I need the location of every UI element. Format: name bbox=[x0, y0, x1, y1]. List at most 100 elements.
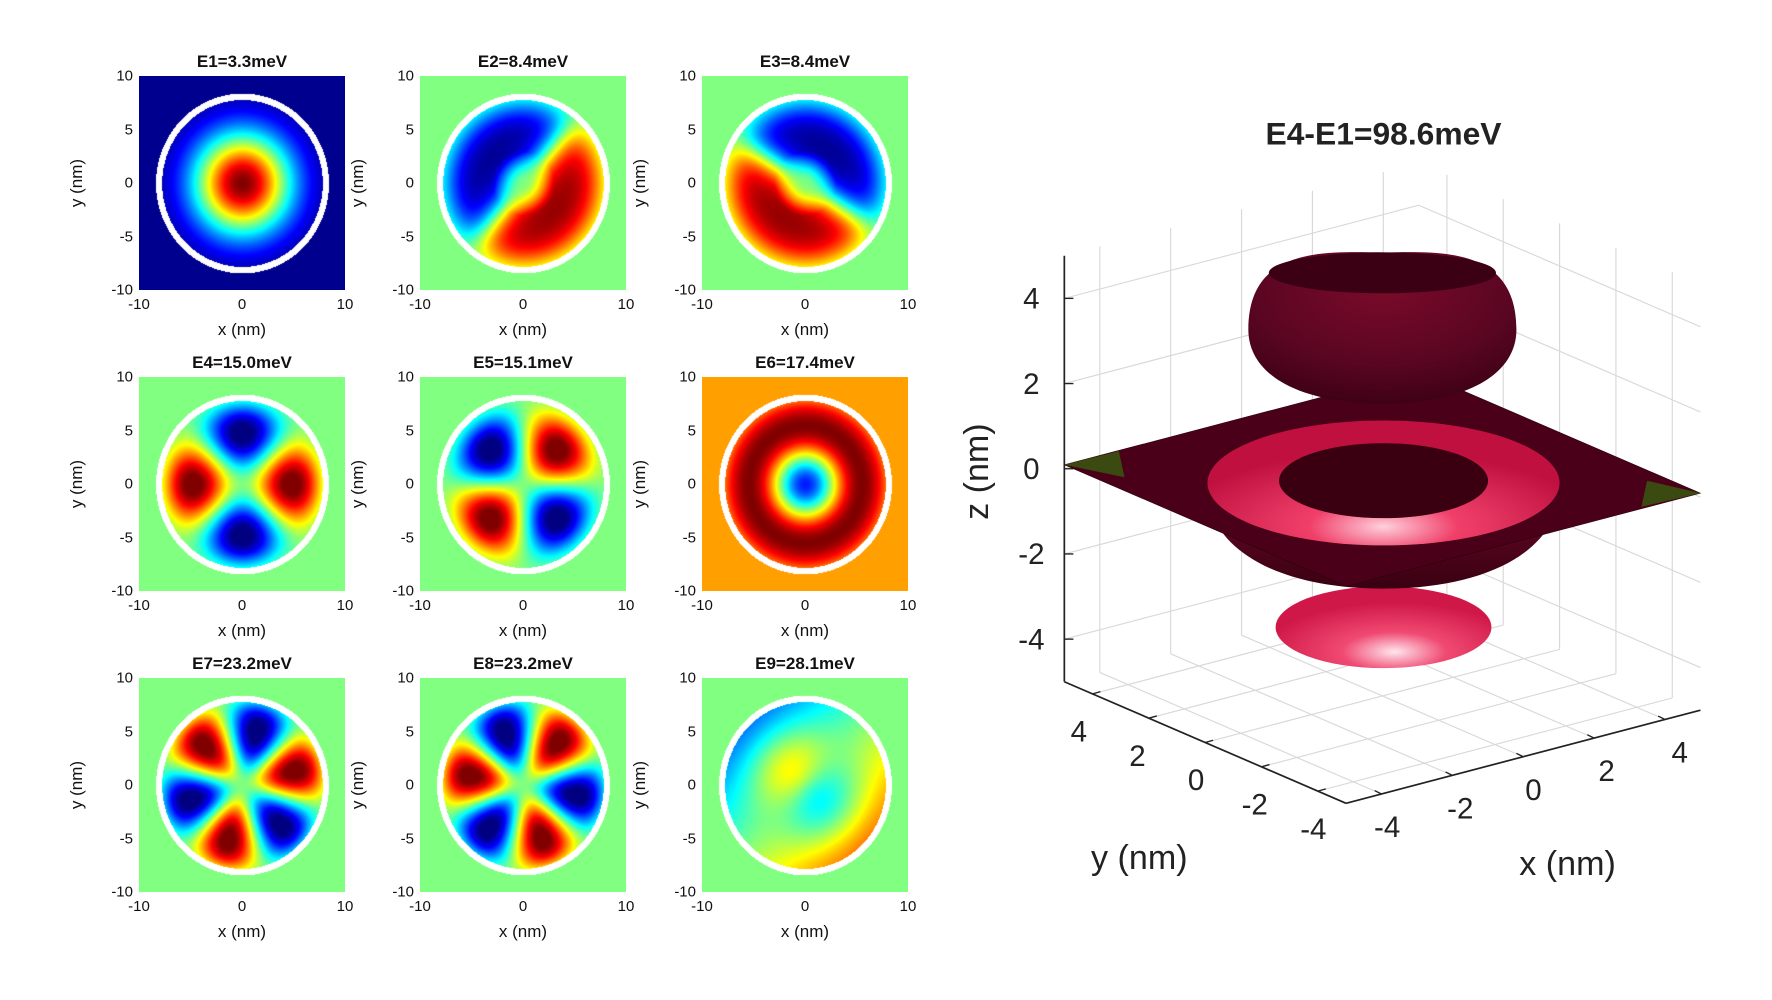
x-axis-label: x (nm) bbox=[498, 922, 548, 941]
y-tick-label: 0 bbox=[1188, 764, 1204, 797]
heatmap-image bbox=[139, 377, 345, 591]
x-tick-label: 0 bbox=[237, 597, 247, 614]
x-tick-label: -10 bbox=[128, 898, 150, 915]
y-tick-label: -5 bbox=[119, 830, 133, 847]
x-tick-label: -10 bbox=[128, 296, 150, 313]
y-tick-label: -10 bbox=[674, 582, 696, 600]
z-tick-label: -2 bbox=[1018, 538, 1044, 571]
x-tick-label: 0 bbox=[518, 296, 528, 313]
z-tick-label: 2 bbox=[1023, 368, 1039, 401]
y-tick-label: -10 bbox=[111, 582, 133, 600]
y-tick-label: 5 bbox=[405, 422, 414, 439]
gridline bbox=[1241, 634, 1524, 758]
top-lobe-rim bbox=[1268, 252, 1496, 294]
x-tick bbox=[1586, 734, 1595, 739]
y-tick-label: 4 bbox=[1071, 716, 1087, 749]
x-tick-label: 10 bbox=[899, 898, 917, 915]
x-tick-label: -10 bbox=[409, 898, 431, 915]
y-tick bbox=[1261, 763, 1270, 768]
x-tick-label: 10 bbox=[899, 597, 917, 614]
y-tick-label: 0 bbox=[124, 174, 133, 192]
heatmap-panel: E5=15.1meV x (nm) y (nm) 10 5 0 -5 -10 -10 0 10 bbox=[348, 353, 634, 640]
x-tick-label: -2 bbox=[1447, 793, 1473, 826]
y-tick-label: 0 bbox=[405, 776, 414, 794]
x-axis-label: x (nm) bbox=[217, 320, 267, 339]
x-tick-label: -10 bbox=[691, 597, 713, 614]
x-axis-label: x (nm) bbox=[217, 922, 267, 941]
heatmap-image bbox=[420, 678, 626, 892]
y-tick-label: -5 bbox=[400, 228, 414, 245]
z-tick-label: 4 bbox=[1023, 283, 1039, 316]
heatmap-image bbox=[702, 377, 908, 591]
y-tick bbox=[1148, 715, 1157, 719]
gridline bbox=[1317, 697, 1673, 792]
heatmap-panel: E9=28.1meV x (nm) y (nm) 10 5 0 -5 -10 -10 0 10 bbox=[630, 654, 916, 941]
axis-ticks bbox=[1064, 297, 1666, 795]
plot3d-ylabel: y (nm) bbox=[1091, 839, 1188, 877]
y-tick-label: -10 bbox=[674, 883, 696, 901]
y-tick-label: 5 bbox=[124, 121, 133, 138]
y-tick-label: 5 bbox=[687, 723, 696, 740]
y-tick-label: 0 bbox=[687, 475, 696, 493]
heatmap-image bbox=[139, 678, 345, 892]
y-tick-label: -10 bbox=[392, 883, 414, 901]
panel-title: E9=28.1meV bbox=[755, 654, 855, 673]
gridline bbox=[1064, 204, 1419, 299]
y-tick-label: -10 bbox=[392, 281, 414, 299]
heatmap-image bbox=[420, 76, 626, 290]
x-tick-label: 0 bbox=[237, 898, 247, 915]
x-tick-label: 10 bbox=[336, 597, 354, 614]
panel-title: E6=17.4meV bbox=[755, 353, 855, 372]
y-tick-label: -5 bbox=[400, 830, 414, 847]
x-tick-label: 10 bbox=[617, 898, 635, 915]
y-tick-label: 5 bbox=[405, 723, 414, 740]
y-tick-label: -10 bbox=[392, 582, 414, 600]
x-tick-label: 0 bbox=[1525, 774, 1541, 807]
x-axis-label: x (nm) bbox=[780, 320, 830, 339]
x-tick-label: -10 bbox=[691, 898, 713, 915]
panel-title: E2=8.4meV bbox=[477, 52, 569, 71]
panel-title: E4=15.0meV bbox=[192, 353, 292, 372]
z-tick-label: 0 bbox=[1023, 453, 1039, 486]
panel-title: E5=15.1meV bbox=[473, 353, 573, 372]
x-tick bbox=[1374, 789, 1382, 795]
y-tick-label: -10 bbox=[111, 281, 133, 299]
x-tick-label: -10 bbox=[409, 296, 431, 313]
x-tick-label: -10 bbox=[691, 296, 713, 313]
x-tick-label: 10 bbox=[617, 296, 635, 313]
heatmap-image bbox=[702, 678, 908, 892]
y-tick-label: 5 bbox=[687, 422, 696, 439]
y-tick-label: -5 bbox=[119, 228, 133, 245]
y-tick-label: -10 bbox=[111, 883, 133, 901]
heatmap-panel: E8=23.2meV x (nm) y (nm) 10 5 0 -5 -10 -10 0 10 bbox=[348, 654, 634, 941]
y-tick-label: -5 bbox=[119, 529, 133, 546]
y-tick bbox=[1092, 690, 1101, 695]
x-tick bbox=[1657, 715, 1666, 721]
x-axis-label: x (nm) bbox=[780, 621, 830, 640]
panel-title: E1=3.3meV bbox=[196, 52, 288, 71]
heatmap-panel: E4=15.0meV x (nm) y (nm) 10 5 0 -5 -10 -10 0 10 bbox=[67, 353, 353, 640]
y-tick-label: -4 bbox=[1300, 813, 1326, 846]
x-tick-label: 10 bbox=[617, 597, 635, 614]
ring-hole bbox=[1279, 443, 1489, 519]
x-tick-label: 0 bbox=[800, 597, 810, 614]
x-tick-label: -4 bbox=[1374, 811, 1400, 844]
x-tick-label: 10 bbox=[336, 296, 354, 313]
x-tick-label: 2 bbox=[1598, 755, 1614, 788]
x-tick bbox=[1445, 771, 1453, 776]
tick-labels: 4 2 0 -2 -4 4 2 0 -2 -4 -4 -2 0 2 4 bbox=[1018, 283, 1688, 846]
x-tick-label: 10 bbox=[336, 898, 354, 915]
x-axis-label: x (nm) bbox=[780, 922, 830, 941]
y-tick-label: 10 bbox=[397, 669, 414, 687]
heatmap-panel: E6=17.4meV x (nm) y (nm) 10 5 0 -5 -10 -10 0 10 bbox=[630, 353, 916, 640]
y-tick-label: 0 bbox=[405, 174, 414, 192]
bottom-lobe bbox=[1275, 586, 1492, 669]
heatmap-panel: E3=8.4meV x (nm) y (nm) 10 5 0 -5 -10 -10 0 10 bbox=[630, 52, 916, 339]
x-tick-label: -10 bbox=[409, 597, 431, 614]
panel-title: E3=8.4meV bbox=[759, 52, 851, 71]
y-tick-label: 2 bbox=[1129, 740, 1145, 773]
y-tick-label: 5 bbox=[687, 121, 696, 138]
y-tick-label: 10 bbox=[679, 67, 696, 85]
heatmap-panel: E1=3.3meV x (nm) y (nm) 10 5 0 -5 -10 -10 0 10 bbox=[67, 52, 353, 339]
